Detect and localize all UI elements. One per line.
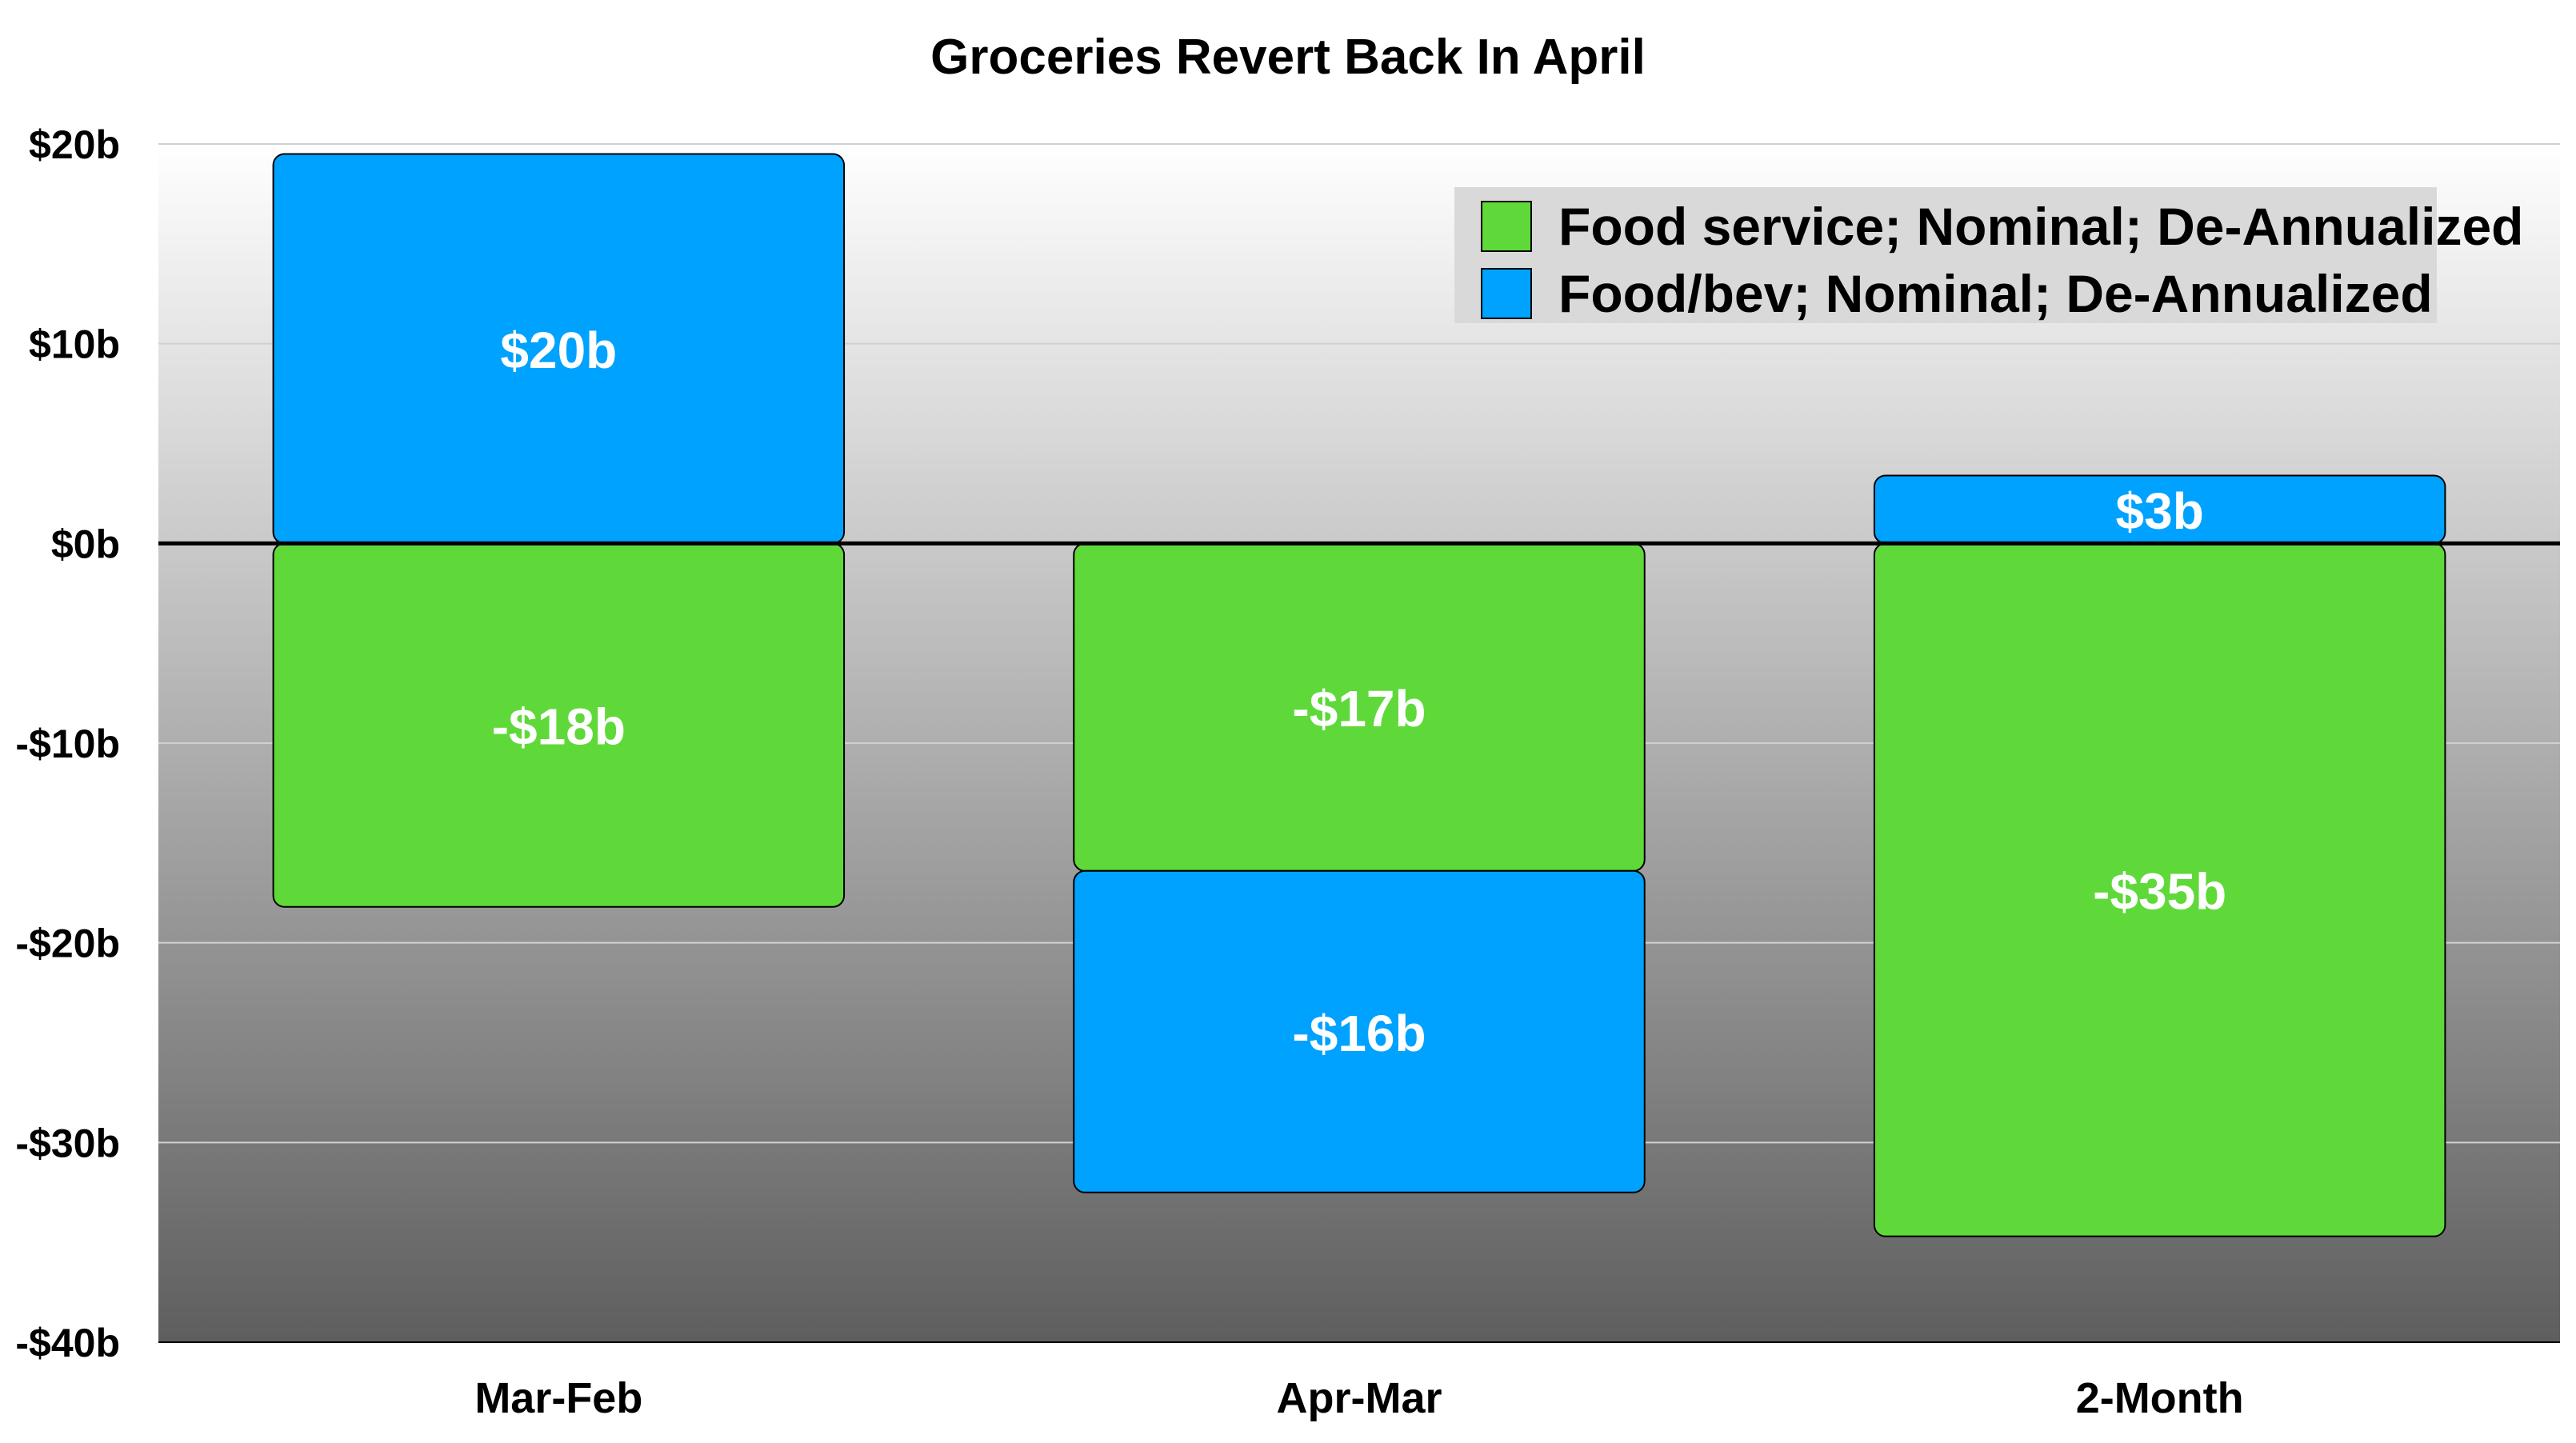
x-category-label: Mar-Feb — [474, 1374, 642, 1422]
y-axis-ticks: $20b $10b $0b -$10b -$20b -$30b -$40b — [15, 122, 120, 1365]
legend-box — [1454, 187, 2437, 323]
y-tick-label: -$20b — [15, 921, 120, 966]
y-tick-label: $20b — [29, 122, 120, 167]
y-tick-label: -$40b — [15, 1321, 120, 1365]
legend-swatch — [1481, 268, 1532, 319]
data-label: -$17b — [1292, 680, 1426, 737]
chart-title: Groceries Revert Back In April — [930, 30, 1646, 85]
x-axis-categories: Mar-Feb Apr-Mar 2-Month — [474, 1374, 2243, 1422]
bar-segment — [1073, 869, 1646, 1193]
y-tick-label: -$10b — [15, 722, 120, 766]
data-label: $20b — [500, 322, 617, 379]
y-tick-label: $10b — [29, 322, 120, 367]
y-tick-label: -$30b — [15, 1121, 120, 1165]
x-category-label: 2-Month — [2076, 1374, 2244, 1422]
legend: Food service; Nominal; De-Annualized Food… — [1454, 187, 2524, 323]
data-label: -$35b — [2093, 863, 2226, 921]
data-label: -$18b — [492, 698, 626, 756]
legend-label: Food service; Nominal; De-Annualized — [1558, 197, 2524, 256]
x-category-label: Apr-Mar — [1276, 1374, 1442, 1422]
legend-label: Food/bev; Nominal; De-Annualized — [1558, 264, 2433, 323]
legend-swatch — [1481, 201, 1532, 252]
data-label: -$16b — [1292, 1005, 1426, 1062]
data-label: $3b — [2116, 482, 2204, 540]
y-tick-label: $0b — [51, 522, 120, 566]
bars — [272, 153, 2446, 1237]
data-labels: -$18b $20b -$17b -$16b -$35b $3b — [492, 322, 2227, 1062]
